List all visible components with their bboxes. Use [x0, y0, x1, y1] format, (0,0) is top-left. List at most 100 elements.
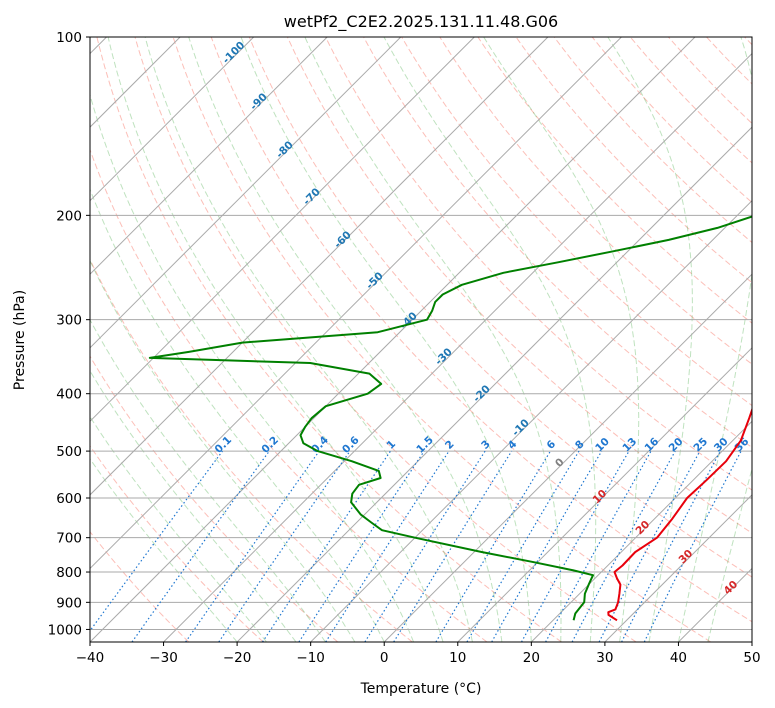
mixing-ratio-line — [325, 450, 450, 642]
x-tick-label: 30 — [596, 650, 613, 666]
x-axis: −40 −30 −20 −10 0 10 20 30 40 50 — [76, 642, 761, 666]
mixing-ratio-label: 4 — [506, 438, 520, 452]
mixing-ratio-line — [298, 450, 425, 642]
x-tick-label: −10 — [296, 650, 325, 666]
mixing-ratio-line — [466, 450, 580, 642]
isotherm-line — [383, 273, 752, 642]
adiabat-label: 40 — [721, 578, 740, 597]
background-lines — [90, 37, 752, 642]
mixing-ratio-label: 1 — [385, 438, 399, 452]
isotherm-line — [236, 126, 752, 642]
y-tick-label: 800 — [56, 565, 82, 581]
moist-adiabat-line — [90, 369, 297, 642]
moist-adiabat-line — [240, 37, 532, 642]
adiabat-label: -10 — [510, 417, 532, 439]
y-tick-label: 200 — [56, 208, 82, 224]
mixing-ratio-line — [218, 450, 351, 642]
mixing-ratio-label: 3 — [479, 438, 493, 452]
mixing-ratio-line — [435, 450, 552, 642]
isotherm-line — [310, 199, 752, 642]
dry-adiabat-line — [325, 37, 752, 491]
x-tick-label: 10 — [449, 650, 466, 666]
mixing-ratio-label: 1.5 — [414, 434, 436, 456]
isotherm-line — [90, 37, 549, 496]
mixing-ratio-label: 6 — [545, 438, 559, 452]
x-axis-label: Temperature (°C) — [360, 681, 482, 697]
temperature-profile — [607, 406, 752, 622]
mixing-ratio-line — [185, 450, 320, 642]
dry-adiabat-line — [248, 37, 752, 578]
dry-adiabat-line — [401, 37, 752, 407]
mixing-ratio-line — [491, 450, 603, 642]
y-tick-label: 1000 — [48, 622, 82, 638]
adiabat-label: -60 — [332, 229, 354, 251]
adiabat-label: -80 — [274, 139, 296, 161]
y-axis: 100 200 300 400 500 600 700 800 900 1000 — [48, 30, 90, 638]
dry-adiabat-line — [90, 355, 339, 642]
isotherm-line — [90, 37, 622, 570]
adiabat-label: -90 — [248, 91, 270, 113]
y-tick-label: 900 — [56, 595, 82, 611]
mixing-ratio-label: 0.6 — [340, 434, 362, 456]
dry-adiabat-line — [90, 531, 190, 642]
x-tick-label: −30 — [149, 650, 178, 666]
moist-adiabat-line — [107, 37, 444, 642]
adiabat-label: -100 — [220, 39, 247, 66]
dry-adiabat-line — [90, 148, 488, 642]
y-tick-label: 300 — [56, 313, 82, 329]
mixing-ratio-line — [643, 450, 742, 642]
dry-adiabat-line — [286, 37, 752, 534]
dry-adiabat-line — [515, 37, 752, 284]
dry-adiabat-line — [744, 37, 752, 46]
isotherm-line — [604, 494, 752, 642]
mixing-ratio-line — [131, 450, 270, 642]
moist-adiabat-line — [677, 37, 752, 642]
dry-adiabat-line — [591, 37, 752, 204]
dry-adiabat-line — [553, 37, 752, 244]
dry-adiabat-line — [90, 258, 413, 642]
isotherm-line — [163, 52, 752, 642]
moist-adiabat-line — [607, 37, 693, 642]
profiles — [148, 215, 752, 622]
plot-frame — [89, 36, 753, 643]
dewpoint-profile — [148, 215, 752, 621]
isotherm-line — [751, 641, 752, 642]
x-tick-label: 40 — [670, 650, 687, 666]
mixing-ratio-line — [571, 450, 676, 642]
y-axis-label: Pressure (hPa) — [12, 290, 28, 390]
adiabat-label: -50 — [364, 270, 386, 292]
isotherm-line — [530, 420, 752, 642]
moist-adiabat-line — [483, 37, 640, 642]
adiabat-label: -30 — [433, 346, 455, 368]
dry-adiabat-line — [629, 37, 752, 164]
mixing-ratio-line — [90, 450, 223, 632]
isotherm-line — [90, 37, 696, 642]
dry-adiabat-line — [706, 37, 752, 85]
x-tick-label: −40 — [76, 650, 105, 666]
dry-adiabat-line — [134, 37, 637, 642]
isotherm-line — [90, 37, 255, 202]
moist-adiabat-line — [90, 188, 385, 642]
x-tick-label: −20 — [223, 650, 252, 666]
dry-adiabat-line — [439, 37, 752, 365]
moist-adiabat-line — [90, 259, 356, 642]
y-tick-label: 700 — [56, 531, 82, 547]
adiabat-label: -20 — [471, 383, 493, 405]
mixing-ratio-line — [393, 450, 513, 642]
moist-adiabat-line — [144, 37, 473, 642]
x-tick-label: 50 — [743, 650, 760, 666]
y-tick-label: 500 — [56, 444, 82, 460]
dry-adiabat-line — [90, 445, 264, 642]
moist-adiabat-line — [90, 415, 267, 642]
x-tick-label: 20 — [523, 650, 540, 666]
moist-adiabat-line — [383, 37, 597, 642]
mixing-ratio-line — [545, 450, 652, 642]
moist-adiabat-line — [188, 37, 503, 642]
isotherm-line — [457, 347, 752, 642]
moist-adiabat-line — [90, 457, 238, 642]
isotherm-line — [678, 567, 752, 642]
isotherm-line — [90, 37, 402, 349]
adiabat-label: 10 — [590, 487, 609, 506]
moist-adiabat-line — [304, 37, 562, 642]
